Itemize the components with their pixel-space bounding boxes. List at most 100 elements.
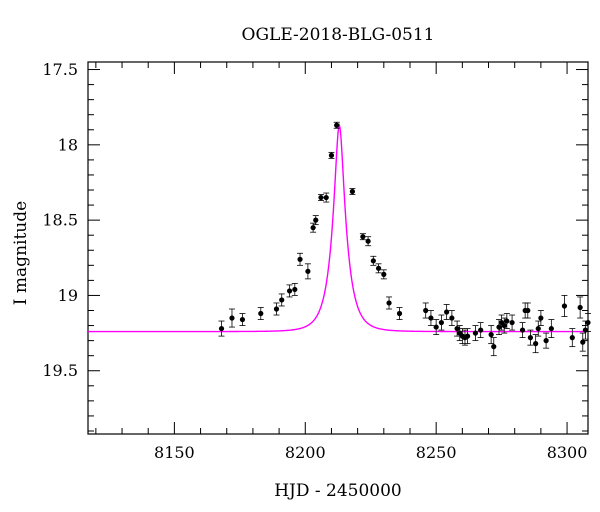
data-marker — [318, 194, 324, 201]
data-point — [535, 320, 542, 337]
data-marker — [449, 315, 455, 321]
data-point — [317, 194, 324, 201]
data-marker — [438, 319, 445, 326]
data-point — [422, 302, 429, 319]
data-point — [519, 322, 526, 339]
y-tick-label: 19.5 — [42, 361, 78, 380]
y-tick-label: 18 — [58, 135, 78, 154]
data-point — [577, 296, 584, 319]
data-point — [310, 222, 317, 233]
data-marker — [396, 310, 403, 317]
data-marker — [464, 333, 471, 339]
data-marker — [577, 304, 583, 311]
data-point — [323, 192, 330, 203]
data-point — [278, 293, 285, 307]
data-marker — [375, 265, 382, 271]
data-point — [569, 328, 576, 348]
y-axis-label: I magnitude — [11, 201, 31, 305]
data-point — [218, 320, 225, 337]
data-marker — [370, 258, 376, 264]
data-marker — [310, 225, 316, 231]
data-marker — [286, 288, 293, 294]
data-marker — [239, 316, 246, 323]
plot-border — [87, 61, 589, 435]
data-point — [477, 322, 484, 339]
data-point — [375, 263, 382, 274]
data-marker — [454, 325, 460, 332]
data-marker — [218, 325, 225, 332]
data-point — [396, 307, 403, 320]
data-marker — [433, 324, 439, 330]
data-marker — [535, 325, 541, 332]
data-marker — [533, 341, 539, 347]
data-marker — [428, 315, 434, 321]
y-axis-tick-labels: 17.5 18 18.5 19 19.5 — [42, 60, 78, 380]
data-point — [438, 314, 445, 331]
x-tick-label: 8150 — [154, 443, 195, 462]
data-marker — [501, 322, 507, 329]
data-marker — [478, 327, 484, 333]
x-tick-label: 8300 — [547, 443, 588, 462]
data-marker — [504, 318, 510, 324]
data-point — [501, 317, 508, 334]
chart-title: OGLE-2018-BLG-0511 — [242, 25, 435, 45]
x-axis-ticks — [95, 62, 568, 434]
data-point — [380, 269, 387, 280]
data-marker — [423, 307, 429, 314]
data-point — [370, 255, 377, 266]
data-point — [433, 319, 440, 335]
data-point — [359, 233, 366, 241]
data-marker — [279, 297, 285, 303]
y-tick-label: 18.5 — [42, 211, 78, 230]
data-point — [472, 325, 479, 342]
data-marker — [444, 309, 450, 315]
data-point — [349, 188, 356, 195]
data-point — [509, 314, 516, 331]
data-point — [239, 313, 246, 326]
data-point — [297, 252, 304, 266]
x-axis-tick-labels: 8150 8200 8250 8300 — [154, 443, 587, 462]
data-marker — [328, 152, 335, 158]
data-marker — [525, 307, 531, 314]
data-marker — [258, 310, 264, 317]
data-point — [527, 329, 534, 346]
data-marker — [229, 315, 235, 321]
data-point — [548, 319, 555, 339]
data-marker — [323, 194, 329, 201]
data-marker — [585, 319, 591, 326]
data-point — [495, 319, 502, 335]
data-point — [304, 263, 311, 280]
data-marker — [381, 271, 387, 277]
data-point — [443, 304, 450, 320]
data-marker — [509, 319, 515, 326]
data-marker — [496, 324, 502, 330]
x-tick-label: 8200 — [285, 443, 326, 462]
data-point — [503, 313, 510, 329]
data-marker — [292, 286, 298, 293]
x-tick-label: 8250 — [416, 443, 457, 462]
data-point — [543, 332, 550, 349]
data-point — [365, 236, 372, 247]
data-marker — [491, 344, 497, 350]
data-marker — [386, 300, 392, 306]
data-marker — [297, 256, 303, 262]
data-point — [333, 121, 340, 129]
data-marker — [365, 238, 371, 244]
data-marker — [543, 338, 549, 344]
data-marker — [273, 306, 280, 312]
y-axis-ticks — [88, 69, 588, 432]
data-point — [532, 334, 539, 354]
model-fit-curve — [88, 122, 588, 333]
data-marker — [488, 331, 494, 338]
plot-frame — [87, 61, 589, 435]
data-point — [386, 296, 393, 310]
data-points — [218, 121, 591, 357]
data-point — [490, 337, 497, 357]
data-point — [257, 307, 264, 320]
data-marker — [519, 327, 526, 333]
data-point — [524, 302, 531, 319]
data-point — [328, 151, 335, 159]
data-marker — [527, 335, 534, 341]
data-marker — [538, 315, 544, 321]
